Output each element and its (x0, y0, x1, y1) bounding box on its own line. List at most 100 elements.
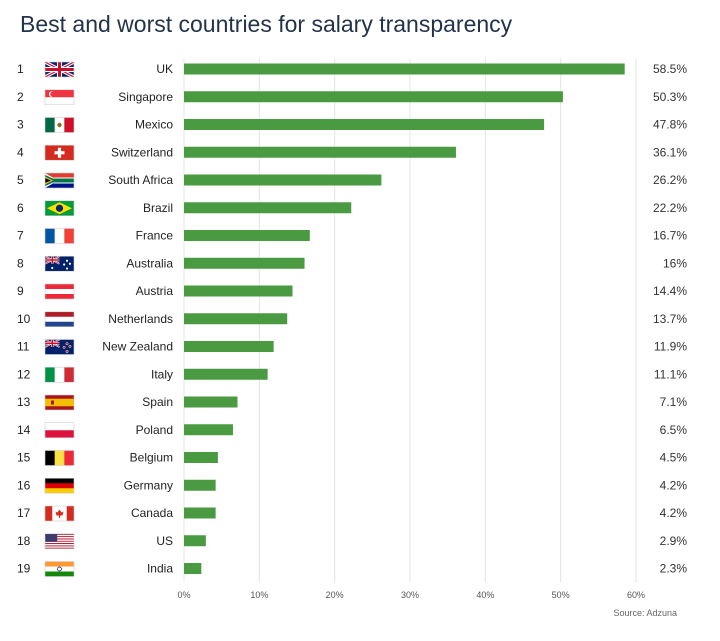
value-label: 14.4% (653, 284, 687, 298)
bar (184, 396, 238, 408)
chart-row: 8 Australia 16% (17, 255, 687, 272)
chart-row: 9 Austria 14.4% (17, 283, 687, 300)
bar (184, 257, 305, 269)
rank-label: 18 (17, 534, 31, 548)
chart-row: 12 Italy 11.1% (17, 366, 687, 383)
rank-label: 14 (17, 423, 31, 437)
value-label: 4.5% (660, 451, 688, 465)
value-label: 11.9% (654, 340, 687, 354)
country-label: Spain (142, 395, 173, 409)
chart-row: 18 US 2.9% (17, 533, 688, 550)
rank-label: 2 (17, 90, 24, 104)
value-label: 58.5% (653, 62, 687, 76)
value-label: 22.2% (653, 201, 687, 215)
bar (184, 63, 625, 75)
value-label: 4.2% (660, 506, 688, 520)
singapore-flag-icon (44, 89, 75, 106)
country-label: Germany (124, 478, 173, 492)
rank-label: 10 (17, 312, 31, 326)
country-label: Belgium (130, 451, 173, 465)
value-label: 11.1% (654, 367, 687, 381)
bar (184, 146, 456, 158)
rank-label: 5 (17, 173, 24, 187)
x-tick-label: 0% (177, 590, 190, 600)
italy-flag-icon (44, 366, 75, 383)
value-label: 7.1% (660, 395, 688, 409)
uk-flag-icon (44, 61, 75, 78)
netherlands-flag-icon (44, 311, 75, 328)
chart-row: 19 India 2.3% (17, 561, 688, 577)
rank-label: 8 (17, 256, 24, 270)
country-label: Netherlands (108, 312, 173, 326)
germany-flag-icon (44, 477, 75, 494)
country-label: South Africa (108, 173, 173, 187)
chart-row: 16 Germany 4.2% (17, 477, 688, 494)
rank-label: 17 (17, 506, 31, 520)
value-label: 13.7% (653, 312, 687, 326)
country-label: Mexico (135, 118, 173, 132)
x-tick-label: 50% (552, 590, 570, 600)
poland-flag-icon (44, 422, 75, 439)
mexico-flag-icon (44, 117, 75, 133)
value-label: 4.2% (660, 478, 688, 492)
rank-label: 16 (17, 478, 31, 492)
switzerland-flag-icon (44, 144, 75, 161)
x-tick-label: 60% (627, 590, 645, 600)
france-flag-icon (44, 228, 75, 244)
x-axis-ticks: 0% 10% 20% 30% 40% 50% 60% (177, 590, 645, 600)
bar (184, 535, 206, 547)
country-label: Switzerland (111, 145, 173, 159)
rank-label: 11 (17, 340, 30, 354)
rank-label: 1 (17, 62, 24, 76)
country-label: New Zealand (102, 340, 173, 354)
country-label: Austria (136, 284, 174, 298)
rank-label: 6 (17, 201, 24, 215)
chart-row: 17 Canada 4.2% (17, 505, 688, 522)
rank-label: 9 (17, 284, 24, 298)
chart-row: 14 Poland 6.5% (17, 422, 688, 439)
bar (184, 91, 563, 103)
brazil-flag-icon (44, 200, 75, 217)
chart-row: 15 Belgium 4.5% (17, 450, 688, 466)
chart-row: 13 Spain 7.1% (17, 394, 688, 411)
chart-row: 6 Brazil 22.2% (17, 200, 687, 217)
chart-row: 11 New Zealand 11.9% (17, 339, 687, 355)
x-tick-label: 20% (326, 590, 344, 600)
bar (184, 424, 233, 436)
chart-row: 2 Singapore 50.3% (17, 89, 687, 106)
x-tick-label: 10% (250, 590, 268, 600)
chart-row: 1 UK 58.5% (17, 61, 687, 78)
value-label: 2.3% (660, 562, 688, 576)
bar (184, 341, 274, 352)
country-label: Brazil (143, 201, 173, 215)
country-label: US (156, 534, 173, 548)
value-label: 2.9% (660, 534, 688, 548)
bar (184, 563, 202, 574)
chart-row: 4 Switzerland 36.1% (17, 144, 687, 161)
source-note: Source: Adzuna (613, 608, 677, 618)
spain-flag-icon (44, 394, 75, 411)
belgium-flag-icon (44, 450, 75, 466)
bar (184, 479, 216, 491)
country-label: India (147, 562, 173, 576)
bar (184, 507, 216, 519)
bar (184, 313, 288, 325)
rank-label: 4 (17, 145, 24, 159)
value-label: 6.5% (660, 423, 688, 437)
x-tick-label: 40% (476, 590, 494, 600)
country-label: Canada (131, 506, 173, 520)
chart-title: Best and worst countries for salary tran… (20, 11, 513, 37)
country-label: Italy (151, 367, 173, 381)
country-label: France (136, 229, 174, 243)
value-label: 36.1% (653, 145, 687, 159)
rank-label: 12 (17, 367, 31, 381)
rank-label: 19 (17, 562, 31, 576)
bar (184, 174, 382, 186)
rank-label: 3 (17, 118, 24, 132)
x-tick-label: 30% (401, 590, 419, 600)
value-label: 16% (663, 256, 687, 270)
country-label: UK (156, 62, 173, 76)
country-label: Poland (136, 423, 173, 437)
chart-row: 10 Netherlands 13.7% (17, 311, 687, 328)
